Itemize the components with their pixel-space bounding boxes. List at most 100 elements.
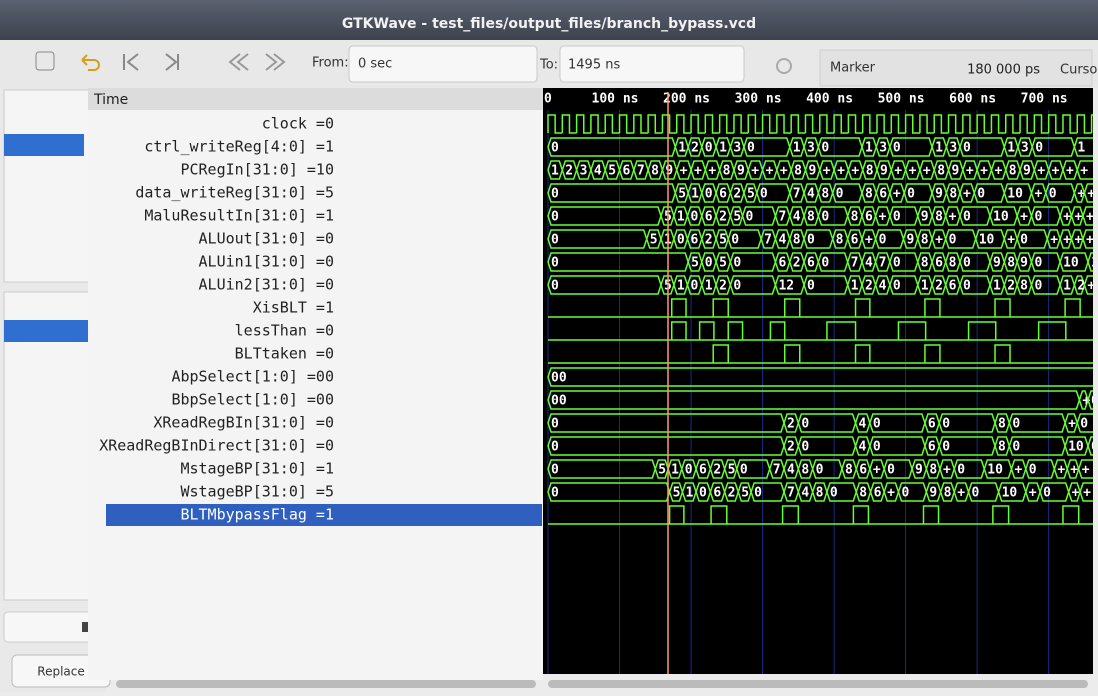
- button-icon[interactable]: [35, 51, 55, 71]
- bus-value: 0: [887, 463, 895, 478]
- bit-pulse: [670, 298, 687, 317]
- bus-value: 4: [594, 164, 602, 179]
- end-button[interactable]: [165, 53, 179, 71]
- clock-pulse: [1090, 114, 1093, 133]
- bus-value: 2: [787, 440, 795, 455]
- signal-name: BLTMbypassFlag =1: [180, 506, 334, 524]
- bus-value: 0: [551, 256, 559, 271]
- signal-name: clock =0: [262, 115, 334, 133]
- bus-value: +: [1034, 187, 1042, 202]
- bus-value: 0: [690, 279, 698, 294]
- bus-value: 0: [821, 256, 829, 271]
- clock-pulse: [575, 114, 591, 134]
- bus-value: 1: [935, 141, 943, 156]
- bus-value: 2: [1007, 279, 1015, 294]
- clock-pulse: [733, 114, 749, 134]
- to-label: To:: [539, 58, 558, 73]
- bus-value: 0: [705, 141, 713, 156]
- prev-button[interactable]: [228, 53, 249, 71]
- bus-value: 8: [651, 164, 659, 179]
- bus-segment: [1083, 183, 1093, 203]
- signal-name: XReadRegBInDirect[31:0] =0: [99, 437, 334, 455]
- bus-value: 0: [807, 279, 815, 294]
- bus-value: 9: [1020, 256, 1028, 271]
- bus-value: 2: [787, 417, 795, 432]
- bus-value: 2: [793, 256, 801, 271]
- bit-pulse: [698, 321, 715, 340]
- bus-value: 10: [993, 210, 1009, 225]
- bus-value: 2: [1077, 279, 1085, 294]
- to-value: 1495 ns: [568, 58, 620, 73]
- time-tick-label: 600 ns: [949, 92, 996, 107]
- bus-value: 0: [977, 187, 985, 202]
- selected-scope[interactable]: [4, 134, 84, 156]
- clock-pulse: [876, 114, 892, 134]
- signal-name: WstageBP[31:0] =5: [180, 483, 334, 501]
- bus-value: 9: [1023, 164, 1031, 179]
- bus-value: +: [909, 164, 917, 179]
- bus-value: 6: [859, 463, 867, 478]
- undo-button[interactable]: [81, 54, 100, 71]
- bus-value: 0: [551, 279, 559, 294]
- bus-value: 1: [851, 279, 859, 294]
- bus-value: +: [1052, 164, 1060, 179]
- bus-value: 0: [942, 440, 950, 455]
- bit-pulse: [1062, 505, 1080, 524]
- bus-value: 7: [764, 233, 772, 248]
- bus-value: 9: [737, 164, 745, 179]
- clock-pulse: [847, 114, 863, 134]
- bus-value: 1: [719, 141, 727, 156]
- bus-value: 8: [935, 210, 943, 225]
- bus-value: +: [994, 164, 1002, 179]
- clock-pulse: [790, 114, 806, 134]
- bus-value: 4: [859, 417, 867, 432]
- from-input[interactable]: [348, 45, 538, 83]
- clock-pulse: [804, 114, 820, 134]
- bus-value: +: [708, 164, 716, 179]
- bit-pulse: [924, 298, 941, 317]
- bus-value: 2: [935, 279, 943, 294]
- from-value: 0 sec: [358, 57, 392, 72]
- bus-value: +: [823, 164, 831, 179]
- bus-value: 0: [836, 187, 844, 202]
- bus-value: 0: [1091, 394, 1098, 409]
- signal-name: ctrl_writeReg[4:0] =1: [144, 138, 334, 156]
- clock-pulse: [1019, 114, 1035, 134]
- bus-segment: [1082, 206, 1093, 226]
- bus-value: 0: [801, 417, 809, 432]
- selected-signal[interactable]: [4, 320, 92, 342]
- bit-pulse: [852, 505, 870, 524]
- clock-pulse: [861, 114, 878, 134]
- signal-name: data_writeReg[31:0] =5: [135, 184, 334, 202]
- bus-value: 0: [963, 141, 971, 156]
- bus-value: 6: [699, 463, 707, 478]
- bus-value: 0: [821, 141, 829, 156]
- scrollbar[interactable]: [548, 680, 1088, 688]
- marker-value: 180 000 ps: [967, 63, 1040, 78]
- bus-value: 10: [1068, 440, 1084, 455]
- clock-pulse: [919, 114, 935, 134]
- begin-button[interactable]: [123, 53, 139, 71]
- bus-value: 7: [793, 187, 801, 202]
- bus-value: 0: [677, 233, 685, 248]
- reload-button[interactable]: [776, 58, 792, 74]
- to-input[interactable]: [559, 45, 745, 83]
- next-button[interactable]: [265, 53, 286, 71]
- bus-value: +: [1068, 417, 1076, 432]
- bus-value: 10: [1007, 187, 1023, 202]
- bus-value: 1: [677, 210, 685, 225]
- bus-value: 2: [565, 164, 573, 179]
- scrollbar[interactable]: [116, 680, 536, 688]
- time-tick-label: 700 ns: [1021, 92, 1068, 107]
- clock-pulse: [833, 114, 849, 134]
- signal-name: BLTtaken =0: [235, 345, 334, 363]
- bus-value: 8: [1007, 256, 1015, 271]
- bus-value: 9: [915, 463, 923, 478]
- bus-value: +: [1086, 233, 1094, 248]
- clock-pulse: [1076, 114, 1092, 134]
- clock-pulse: [947, 114, 963, 134]
- bus-value: 5: [741, 486, 749, 501]
- bus-value: 2: [691, 141, 699, 156]
- clock-pulse: [990, 114, 1006, 134]
